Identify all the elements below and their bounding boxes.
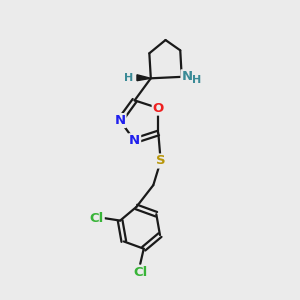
Polygon shape [137,75,151,81]
Text: H: H [192,75,202,85]
Text: H: H [124,73,134,83]
Text: N: N [182,70,193,83]
Text: N: N [114,114,125,127]
Text: S: S [156,154,166,167]
Text: N: N [129,134,140,147]
Text: Cl: Cl [89,212,104,225]
Text: O: O [153,102,164,115]
Text: Cl: Cl [133,266,147,279]
